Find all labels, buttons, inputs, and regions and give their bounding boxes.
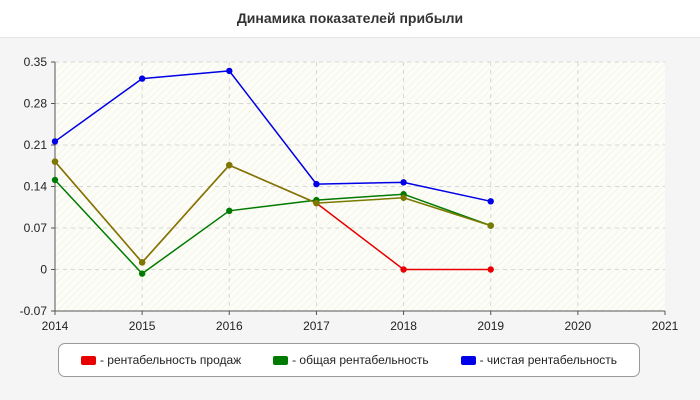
series-3 — [51, 158, 494, 266]
x-tick-label: 2017 — [303, 319, 330, 333]
data-point — [487, 266, 494, 273]
y-tick-label: 0.07 — [24, 221, 48, 235]
legend-label: - чистая рентабельность — [479, 353, 618, 367]
legend-item: - общая рентабельность — [273, 353, 429, 367]
y-tick-label: 0.35 — [24, 55, 48, 69]
data-point — [51, 138, 59, 145]
data-point — [313, 180, 320, 188]
data-point — [138, 75, 146, 82]
data-point — [226, 67, 233, 75]
legend-swatch — [460, 355, 476, 365]
legend-swatch — [80, 355, 96, 365]
series-line — [54, 70, 491, 203]
y-tick-label: 0 — [40, 263, 47, 277]
y-tick-label: 0.14 — [24, 180, 48, 194]
legend-item: - рентабельность продаж — [80, 353, 242, 367]
y-tick-label: -0.07 — [20, 304, 48, 318]
data-point — [487, 222, 494, 229]
legend-item: - чистая рентабельность — [460, 353, 618, 367]
data-point — [313, 199, 320, 207]
series-2 — [51, 67, 494, 205]
x-tick-label: 2020 — [565, 319, 592, 333]
x-tick-label: 2016 — [216, 319, 243, 333]
y-tick-label: 0.21 — [24, 138, 48, 152]
legend-label: - рентабельность продаж — [99, 353, 242, 367]
data-point — [51, 158, 59, 165]
data-point — [226, 161, 233, 169]
data-point — [138, 270, 146, 277]
data-point — [138, 259, 146, 266]
chart-legend: - рентабельность продаж - общая рентабель… — [58, 343, 640, 377]
series-line — [54, 179, 491, 275]
series-layer — [51, 67, 494, 277]
axis-layer — [51, 61, 666, 315]
x-tick-label: 2014 — [42, 319, 69, 333]
data-point — [400, 179, 407, 186]
legend-label: - общая рентабельность — [292, 353, 429, 367]
data-point — [400, 194, 407, 201]
legend-swatch — [273, 355, 289, 365]
x-tick-label: 2018 — [390, 319, 417, 333]
series-line — [54, 161, 491, 264]
x-tick-label: 2019 — [477, 319, 504, 333]
data-point — [400, 266, 407, 273]
data-point — [226, 207, 233, 215]
data-point — [51, 176, 59, 184]
data-point — [487, 198, 494, 205]
x-tick-label: 2021 — [652, 319, 679, 333]
y-tick-label: 0.28 — [24, 97, 48, 111]
chart-title: Динамика показателей прибыли — [236, 10, 464, 26]
x-tick-label: 2015 — [129, 319, 156, 333]
